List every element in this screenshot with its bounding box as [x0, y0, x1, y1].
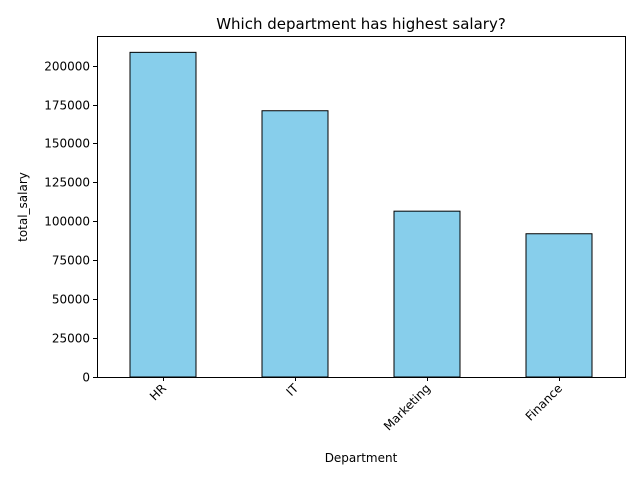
y-axis-label: total_salary — [16, 172, 30, 242]
bar-it — [261, 110, 329, 378]
chart-title: Which department has highest salary? — [216, 15, 506, 33]
x-tick-label: Marketing — [381, 381, 433, 433]
y-tick-label: 75000 — [52, 254, 90, 268]
plot-area-frame — [97, 36, 626, 378]
y-tick-label: 25000 — [52, 332, 90, 346]
bars-group — [129, 51, 593, 378]
x-axis-label: Department — [325, 451, 398, 465]
x-axis-ticks: HR IT Marketing Finance — [147, 377, 565, 433]
y-tick-label: 100000 — [44, 215, 90, 229]
y-tick-label: 125000 — [44, 176, 90, 190]
bar-finance — [525, 233, 593, 378]
y-tick-label: 200000 — [44, 60, 90, 74]
y-tick-label: 175000 — [44, 99, 90, 113]
y-tick-label: 0 — [82, 371, 90, 385]
x-tick-label: HR — [147, 381, 169, 403]
x-tick-label: Finance — [523, 381, 565, 423]
y-tick-label: 150000 — [44, 137, 90, 151]
x-tick-label: IT — [284, 381, 302, 399]
bar-marketing — [393, 210, 461, 378]
y-axis-ticks: 0 25000 50000 75000 100000 125000 150000 175000… — [44, 60, 97, 385]
y-tick-label: 50000 — [52, 293, 90, 307]
bar-hr — [129, 51, 197, 378]
